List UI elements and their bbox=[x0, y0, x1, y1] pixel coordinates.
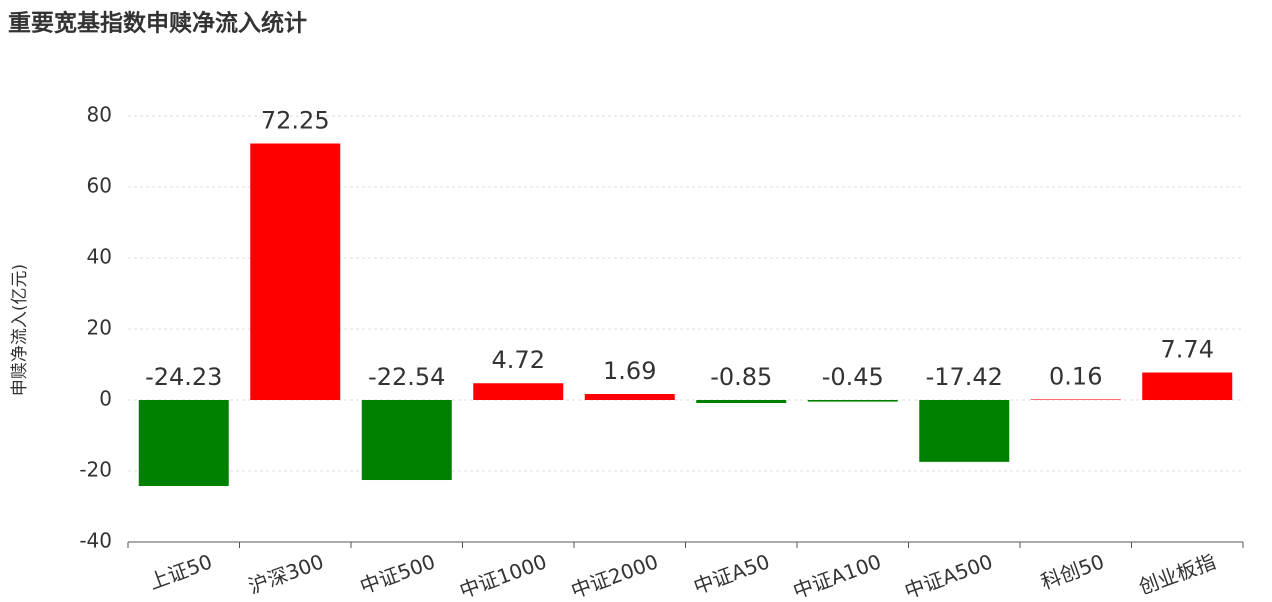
y-tick-label: 60 bbox=[87, 174, 112, 198]
y-tick-label: -20 bbox=[79, 458, 112, 482]
x-tick-label: 科创50 bbox=[1038, 549, 1108, 594]
value-label: 72.25 bbox=[261, 107, 330, 135]
x-tick-label: 沪深300 bbox=[245, 549, 327, 598]
x-tick-label: 创业板指 bbox=[1135, 549, 1218, 599]
y-tick-label: 40 bbox=[87, 245, 112, 269]
x-tick-label: 中证A500 bbox=[901, 549, 996, 602]
y-axis-title: 申赎净流入(亿元) bbox=[10, 264, 30, 396]
bar bbox=[473, 383, 564, 400]
bar bbox=[361, 400, 452, 481]
y-tick-label: 20 bbox=[87, 316, 112, 340]
value-label: 1.69 bbox=[603, 357, 656, 385]
bar bbox=[1030, 399, 1121, 400]
chart-title: 重要宽基指数申赎净流入统计 bbox=[8, 10, 307, 37]
value-label: 4.72 bbox=[492, 346, 545, 374]
value-label: 7.74 bbox=[1161, 336, 1214, 364]
bar bbox=[807, 400, 898, 402]
bar bbox=[1142, 372, 1233, 400]
value-label: -0.85 bbox=[710, 363, 772, 391]
x-tick-label: 中证A100 bbox=[790, 549, 885, 602]
x-tick-label: 上证50 bbox=[146, 549, 216, 594]
bar bbox=[696, 400, 787, 404]
bar bbox=[919, 400, 1010, 462]
value-label: 0.16 bbox=[1049, 362, 1102, 390]
bar bbox=[138, 400, 229, 487]
value-label: -24.23 bbox=[145, 363, 222, 391]
value-label: -17.42 bbox=[926, 363, 1003, 391]
x-tick-label: 中证500 bbox=[357, 549, 439, 598]
x-tick-label: 中证A50 bbox=[690, 549, 773, 599]
bar bbox=[584, 394, 675, 400]
y-tick-label: 80 bbox=[87, 103, 112, 127]
x-tick-label: 中证1000 bbox=[456, 549, 550, 602]
bar bbox=[250, 143, 341, 400]
y-tick-label: 0 bbox=[99, 387, 112, 411]
value-label: -0.45 bbox=[822, 363, 884, 391]
y-tick-label: -40 bbox=[79, 529, 112, 553]
value-label: -22.54 bbox=[368, 363, 445, 391]
x-tick-label: 中证2000 bbox=[568, 549, 662, 602]
